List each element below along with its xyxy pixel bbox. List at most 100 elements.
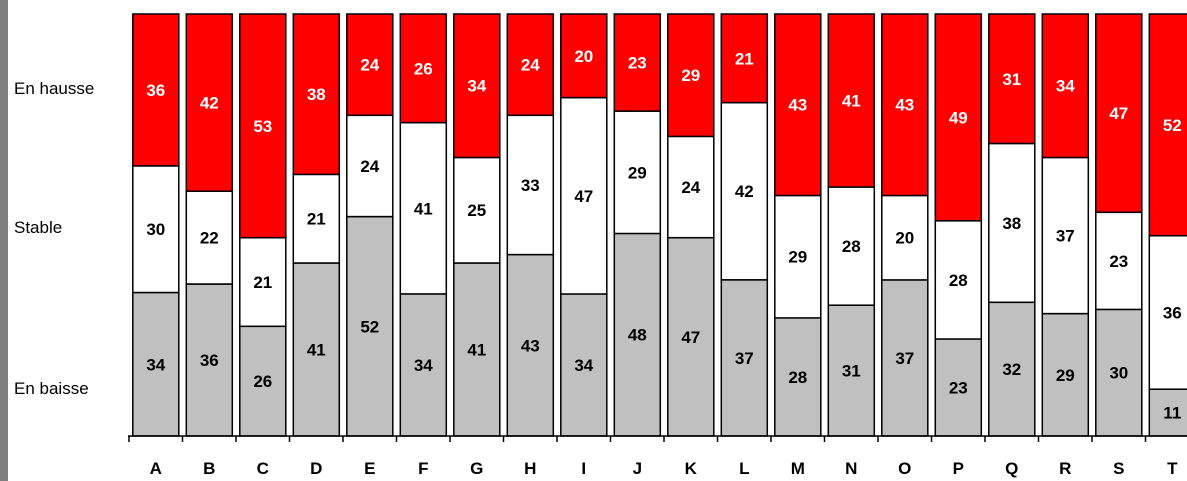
bar-t-stable [1148, 234, 1187, 390]
bar-l-en-hausse [720, 13, 769, 104]
x-axis-category-labels: A B C D E F G H I J K L M N O P Q R S T [150, 459, 1178, 478]
bar-b-en-baisse [185, 283, 234, 437]
value-label-f-en-baisse: 34 [414, 356, 433, 375]
value-label-s-en-hausse: 47 [1109, 104, 1128, 123]
value-label-b-en-baisse: 36 [200, 351, 219, 370]
bar-l-stable [720, 101, 769, 281]
bar-q-en-hausse [988, 13, 1036, 145]
value-label-e-stable: 24 [360, 157, 379, 176]
value-label-h-en-hausse: 24 [521, 56, 540, 75]
value-label-q-en-baisse: 32 [1002, 360, 1021, 379]
value-label-j-en-hausse: 23 [628, 54, 647, 73]
bar-r-stable [1041, 156, 1090, 315]
bar-d-en-baisse [292, 262, 341, 437]
value-label-d-en-hausse: 38 [307, 85, 326, 104]
x-tick-label-p: P [953, 459, 964, 478]
bar-q-stable [988, 142, 1036, 304]
value-label-m-en-baisse: 28 [788, 368, 807, 387]
bar-d-en-hausse [292, 13, 341, 176]
bar-m-stable [774, 194, 822, 319]
value-label-l-stable: 42 [735, 182, 754, 201]
value-label-h-en-baisse: 43 [521, 336, 540, 355]
value-label-s-en-baisse: 30 [1109, 364, 1128, 383]
bar-f-en-hausse [399, 13, 448, 124]
bar-r-en-hausse [1041, 13, 1090, 159]
bar-n-en-hausse [827, 13, 876, 188]
bar-s-en-hausse [1095, 13, 1143, 214]
value-label-b-stable: 22 [200, 229, 219, 248]
row-label-en-baisse: En baisse [14, 379, 89, 398]
x-tick-label-s: S [1113, 459, 1124, 478]
bar-n-stable [827, 186, 876, 306]
value-label-a-stable: 30 [146, 220, 165, 239]
bar-a-en-hausse [132, 13, 180, 167]
x-tick-label-r: R [1059, 459, 1071, 478]
value-label-m-stable: 29 [788, 248, 807, 267]
value-label-k-en-baisse: 47 [681, 328, 700, 347]
x-tick-label-m: M [791, 459, 805, 478]
bar-f-en-baisse [399, 293, 448, 437]
value-label-n-stable: 28 [842, 237, 861, 256]
x-tick-label-q: Q [1005, 459, 1018, 478]
x-tick-label-e: E [364, 459, 375, 478]
value-label-i-stable: 47 [574, 187, 593, 206]
value-label-d-en-baisse: 41 [307, 341, 326, 360]
bar-q-en-baisse [988, 301, 1036, 437]
row-label-en-hausse: En hausse [14, 79, 94, 98]
value-label-r-en-baisse: 29 [1056, 366, 1075, 385]
bar-i-en-hausse [560, 13, 608, 99]
bar-j-en-baisse [613, 232, 662, 437]
x-tick-label-k: K [685, 459, 698, 478]
value-label-p-en-hausse: 49 [949, 108, 968, 127]
bar-s-en-baisse [1095, 308, 1143, 437]
bar-k-stable [667, 135, 715, 239]
bar-e-en-hausse [346, 13, 394, 117]
x-tick-label-l: L [739, 459, 749, 478]
value-label-t-en-hausse: 52 [1163, 116, 1182, 135]
x-axis-ticks [128, 436, 1147, 442]
bar-j-en-hausse [613, 13, 662, 112]
x-tick-label-n: N [845, 459, 857, 478]
x-tick-label-c: C [257, 459, 269, 478]
bar-k-en-hausse [667, 13, 715, 138]
x-tick-label-f: F [418, 459, 428, 478]
value-label-q-stable: 38 [1002, 214, 1021, 233]
value-label-e-en-hausse: 24 [360, 56, 379, 75]
value-label-i-en-hausse: 20 [574, 47, 593, 66]
bars-group: 34 30 36 36 22 42 26 21 53 41 21 38 52 24 24 34 41 26 41 25… [132, 13, 1187, 437]
value-label-h-stable: 33 [521, 176, 540, 195]
value-label-n-en-baisse: 31 [842, 362, 861, 381]
value-label-n-en-hausse: 41 [842, 92, 861, 111]
value-label-j-en-baisse: 48 [628, 326, 647, 345]
value-label-p-en-baisse: 23 [949, 379, 968, 398]
x-tick-label-a: A [150, 459, 162, 478]
bar-h-stable [506, 114, 555, 256]
value-label-l-en-hausse: 21 [735, 49, 754, 68]
value-label-g-en-hausse: 34 [467, 77, 486, 96]
bar-g-en-baisse [453, 262, 501, 437]
bar-b-en-hausse [185, 13, 234, 192]
row-label-stable: Stable [14, 218, 62, 237]
value-label-d-stable: 21 [307, 210, 326, 229]
bar-m-en-hausse [774, 13, 822, 197]
value-label-t-stable: 36 [1163, 303, 1182, 322]
bar-o-en-hausse [881, 13, 929, 197]
bar-f-stable [399, 121, 448, 295]
value-label-m-en-hausse: 43 [788, 96, 807, 115]
value-label-o-en-hausse: 43 [895, 96, 914, 115]
value-label-t-en-baisse: 11 [1163, 404, 1181, 423]
bar-g-en-hausse [453, 13, 501, 159]
x-tick-label-i: I [581, 459, 586, 478]
value-label-g-stable: 25 [467, 201, 486, 220]
value-label-r-stable: 37 [1056, 227, 1075, 246]
bar-c-en-hausse [239, 13, 287, 239]
x-tick-label-t: T [1167, 459, 1178, 478]
bar-h-en-hausse [506, 13, 555, 117]
value-label-b-en-hausse: 42 [200, 94, 219, 113]
value-label-f-stable: 41 [414, 199, 433, 218]
x-tick-label-o: O [898, 459, 911, 478]
bar-a-en-baisse [132, 291, 180, 437]
value-label-c-stable: 21 [253, 273, 272, 292]
x-tick-label-g: G [470, 459, 483, 478]
